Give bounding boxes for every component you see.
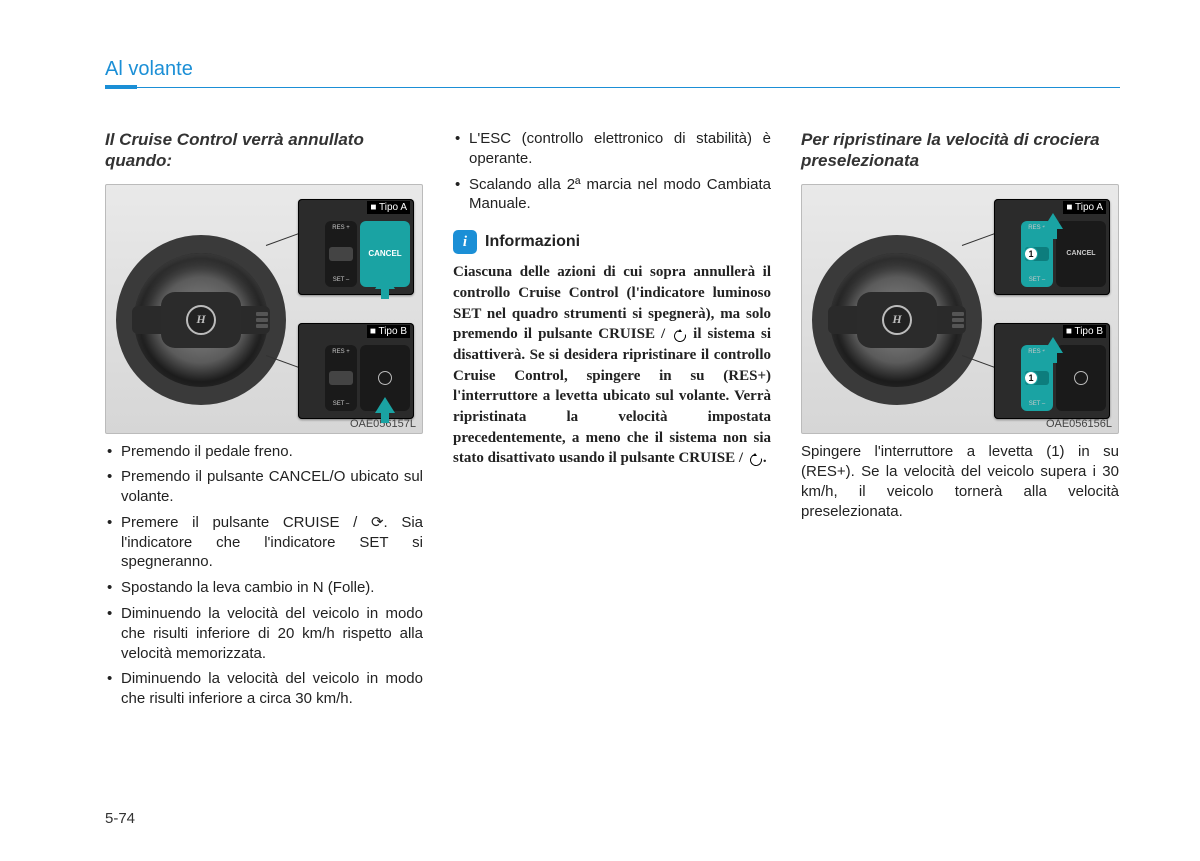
callout-1: 1 [1024,247,1038,261]
callout-1: 1 [1024,371,1038,385]
panel-type-b: ■ Tipo B RES + SET – 1 [994,323,1110,419]
up-arrow-icon [1043,213,1063,229]
info-title: Informazioni [485,233,580,251]
section-header: Al volante [105,58,1120,81]
res-set-toggle-b: RES + SET – [325,345,357,411]
col3-body: Spingere l'interruttore a levetta (1) in… [801,442,1119,523]
type-a-label: ■ Tipo A [1063,201,1106,214]
list-item: Scalando alla 2ª marcia nel modo Cambiat… [453,175,771,215]
list-item: Diminuendo la velocità del veicolo in mo… [105,669,423,709]
list-item: Diminuendo la velocità del veicolo in mo… [105,604,423,663]
up-arrow-icon [1043,337,1063,353]
panel-type-b: ■ Tipo B RES + SET – [298,323,414,419]
info-paragraph: Ciascuna delle azioni di cui sopra annul… [453,262,771,469]
cruise-circle-button [360,345,410,411]
figure-resume: ■ Tipo A RES + SET – 1 CANCEL ■ Tipo B [801,184,1119,434]
panel-type-a: ■ Tipo A RES + SET – 1 CANCEL [994,199,1110,295]
col1-bullets: Premendo il pedale freno. Premendo il pu… [105,442,423,710]
info-heading: i Informazioni [453,230,771,254]
steering-wheel-icon [812,235,982,405]
info-badge-icon: i [453,230,477,254]
list-item: Premendo il pulsante CANCEL/O ubicato su… [105,467,423,507]
col3-title: Per ripristinare la velocità di crociera… [801,129,1119,172]
col1-title: Il Cruise Control verrà annullato quando… [105,129,423,172]
type-b-label: ■ Tipo B [1063,325,1106,338]
cancel-button-dark: CANCEL [1056,221,1106,287]
up-arrow-icon [375,397,395,413]
columns-container: Il Cruise Control verrà annullato quando… [105,129,1120,715]
page-number: 5-74 [105,810,135,827]
list-item: L'ESC (controllo elettronico di stabilit… [453,129,771,169]
figure-code: OAE056156L [1046,418,1112,430]
list-item: Spostando la leva cambio in N (Folle). [105,578,423,598]
header-rule [105,85,1120,89]
list-item: Premendo il pedale freno. [105,442,423,462]
type-b-label: ■ Tipo B [367,325,410,338]
column-1: Il Cruise Control verrà annullato quando… [105,129,423,715]
cruise-icon [671,329,687,341]
steering-wheel-icon [116,235,286,405]
cancel-button: CANCEL [360,221,410,287]
type-a-label: ■ Tipo A [367,201,410,214]
res-set-toggle-hi-b: RES + SET – 1 [1021,345,1053,411]
panel-type-a: ■ Tipo A RES + SET – CANCEL [298,199,414,295]
res-set-toggle: RES + SET – [325,221,357,287]
figure-cancel: ■ Tipo A RES + SET – CANCEL ■ Tipo B [105,184,423,434]
cruise-icon [747,453,763,465]
column-3: Per ripristinare la velocità di crociera… [801,129,1119,715]
up-arrow-icon [375,273,395,289]
cruise-circle-button [1056,345,1106,411]
column-2: L'ESC (controllo elettronico di stabilit… [453,129,771,715]
list-item: Premere il pulsante CRUISE / ⟳. Sia l'in… [105,513,423,572]
res-set-toggle-hi: RES + SET – 1 [1021,221,1053,287]
col2-bullets: L'ESC (controllo elettronico di stabilit… [453,129,771,214]
